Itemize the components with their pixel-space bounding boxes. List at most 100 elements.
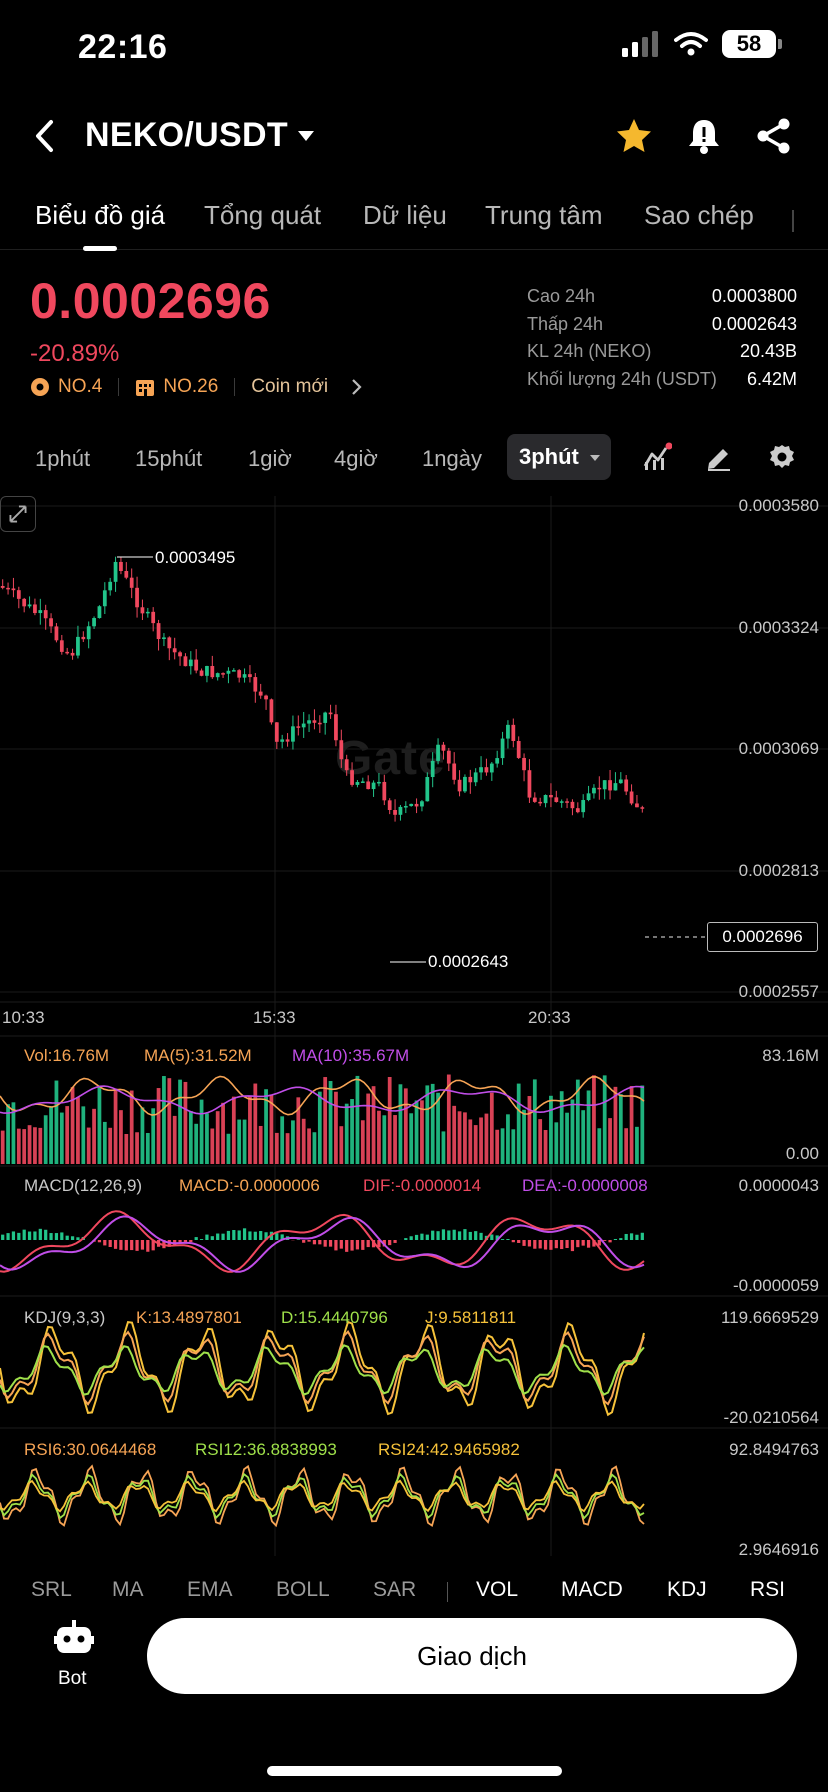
volume-bar <box>188 1110 193 1164</box>
timeframe-4h[interactable]: 4giờ <box>334 446 378 471</box>
tab-overview[interactable]: Tổng quát <box>204 200 322 230</box>
macd-histogram-bar <box>334 1240 338 1251</box>
indicator-tab-rsi[interactable]: RSI <box>750 1578 786 1601</box>
candle-body <box>586 793 591 801</box>
candle-body <box>205 666 209 676</box>
volume-bar <box>350 1099 354 1164</box>
macd-histogram-bar <box>280 1234 284 1240</box>
timeframe-1d[interactable]: 1ngày <box>422 446 482 471</box>
rank-badge-1[interactable]: NO.4 <box>30 376 102 398</box>
macd-histogram-bar <box>592 1240 596 1247</box>
coin-new-badge[interactable]: Coin mới <box>251 376 366 398</box>
candle-body <box>436 744 440 761</box>
star-icon[interactable] <box>614 116 654 156</box>
last-price: 0.0002696 <box>30 273 271 329</box>
candle-body <box>629 791 634 804</box>
candle-body <box>210 666 215 678</box>
volume-bar <box>608 1118 612 1164</box>
volume-bar <box>210 1128 215 1164</box>
macd-histogram-bar <box>242 1228 247 1240</box>
caret-down-icon[interactable] <box>296 128 316 144</box>
candle-body <box>430 760 435 778</box>
macd-histogram-bar <box>474 1231 478 1240</box>
timeframe-1h[interactable]: 1giờ <box>248 446 292 471</box>
timeframe-1m[interactable]: 1phút <box>35 446 91 471</box>
tab-center[interactable]: Trung tâm <box>485 200 603 230</box>
candle-body <box>129 577 134 588</box>
indicator-tab-boll[interactable]: BOLL <box>276 1578 330 1601</box>
candle-body <box>102 590 107 607</box>
indicator-tab-macd[interactable]: MACD <box>561 1578 623 1601</box>
time-axis-label: 10:33 <box>2 1008 45 1027</box>
tab-price-chart[interactable]: Biểu đồ giá <box>35 200 166 230</box>
volume-bar <box>59 1112 64 1164</box>
back-arrow-icon[interactable] <box>26 116 66 156</box>
indicator-tab-vol[interactable]: VOL <box>476 1578 519 1601</box>
volume-bar <box>129 1090 134 1164</box>
macd-histogram-bar <box>237 1230 241 1240</box>
macd-histogram-bar <box>500 1239 505 1240</box>
price-axis-label: 0.0003324 <box>738 618 819 637</box>
macd-histogram-bar <box>54 1233 59 1240</box>
macd-histogram-bar <box>38 1228 42 1240</box>
indicator-chart-icon[interactable] <box>642 442 672 472</box>
candle-body <box>108 581 113 591</box>
volume-bar <box>27 1125 32 1164</box>
tab-copy[interactable]: Sao chép <box>644 200 754 230</box>
candle-body <box>360 781 365 783</box>
candle-body <box>355 782 360 785</box>
indicator-tab-ma[interactable]: MA <box>112 1578 144 1601</box>
candle-body <box>473 772 478 783</box>
pair-title[interactable]: NEKO/USDT <box>85 116 288 154</box>
macd-histogram-bar <box>570 1240 575 1252</box>
indicator-tab-srl[interactable]: SRL <box>31 1578 72 1601</box>
candle-body <box>371 782 376 790</box>
volume-bar <box>205 1113 209 1164</box>
share-icon[interactable] <box>754 116 794 156</box>
volume-bar <box>172 1115 177 1164</box>
timeframe-selected[interactable]: 3phút <box>507 434 611 480</box>
indicator-tab-kdj[interactable]: KDJ <box>667 1578 707 1601</box>
macd-histogram-bar <box>560 1240 564 1250</box>
candle-body <box>274 722 279 742</box>
bot-label[interactable]: Bot <box>58 1668 87 1689</box>
chart-area[interactable]: Gate 0.0003580 0.0003324 0.0003069 0.000… <box>0 496 828 1572</box>
indicator-tab-sar[interactable]: SAR <box>373 1578 417 1601</box>
candle-body <box>538 801 543 804</box>
candle-body <box>527 770 532 798</box>
macd-dif-line <box>0 1210 645 1273</box>
candle-body <box>613 783 618 791</box>
candle-body <box>22 598 27 607</box>
volume-bar <box>446 1074 451 1164</box>
timeframe-15m[interactable]: 15phút <box>135 446 203 471</box>
bot-robot-icon[interactable] <box>54 1620 94 1658</box>
candle-body <box>285 739 290 742</box>
macd-histogram-bar <box>27 1231 32 1240</box>
trade-button[interactable]: Giao dịch <box>147 1618 797 1694</box>
tab-data[interactable]: Dữ liệu <box>363 200 447 230</box>
macd-histogram-bar <box>178 1240 182 1243</box>
tab-bar: Biểu đồ giá Tổng quát Dữ liệu Trung tâm … <box>0 196 828 251</box>
kdj-j: J:9.5811811 <box>425 1308 517 1327</box>
fullscreen-expand-icon[interactable] <box>0 496 36 532</box>
pencil-draw-icon[interactable] <box>704 442 734 472</box>
macd-histogram-bar <box>113 1240 118 1249</box>
candle-body <box>199 670 204 676</box>
price-axis-label: 0.0003069 <box>738 739 819 758</box>
candle-body <box>113 561 118 582</box>
candle-body <box>506 724 510 739</box>
candle-body <box>403 806 408 808</box>
macd-histogram-bar <box>420 1233 424 1240</box>
rank-badge-2[interactable]: NO.26 <box>135 376 218 398</box>
volume-bar <box>231 1096 236 1164</box>
gear-icon[interactable] <box>767 442 797 472</box>
macd-axis-max: 0.0000043 <box>738 1176 819 1195</box>
candle-body <box>43 610 48 619</box>
candle-body <box>570 801 575 809</box>
indicator-tab-ema[interactable]: EMA <box>187 1578 233 1601</box>
macd-histogram-bar <box>312 1240 317 1245</box>
price-alert-bell-icon[interactable] <box>684 116 724 156</box>
candle-body <box>237 670 242 678</box>
macd-histogram-bar <box>511 1240 515 1243</box>
volume-bar <box>565 1112 569 1164</box>
